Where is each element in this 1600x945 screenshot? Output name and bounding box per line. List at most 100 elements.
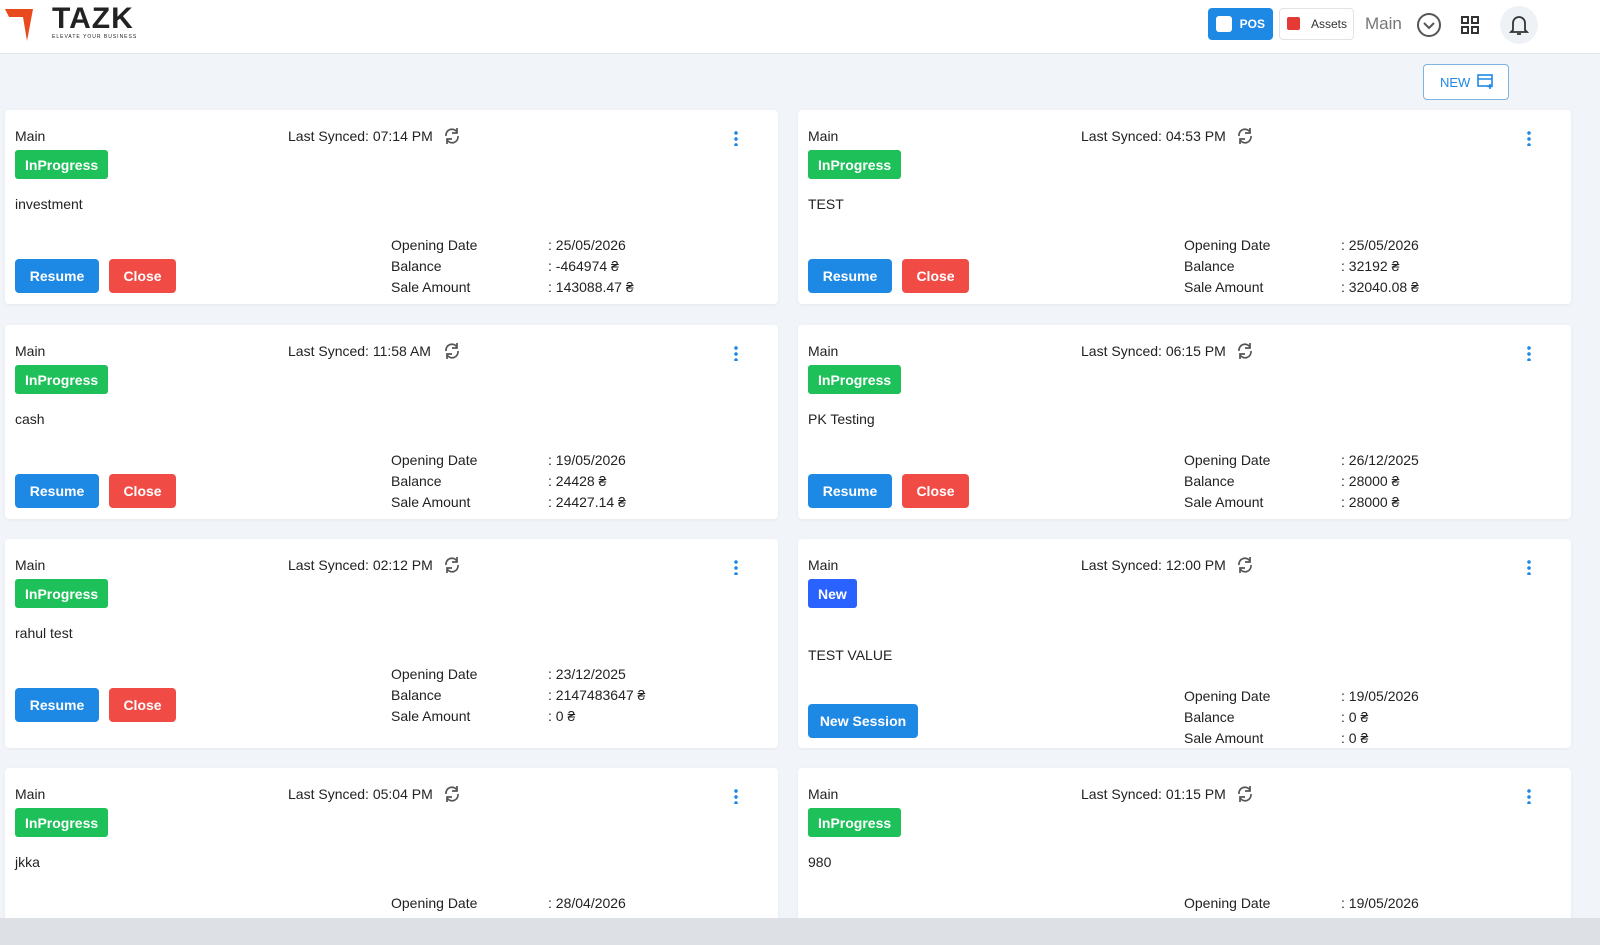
kebab-menu[interactable]: [1527, 788, 1531, 804]
last-synced: Last Synced: 04:53 PM: [1081, 128, 1226, 144]
session-name: investment: [15, 196, 83, 212]
assets-icon: [1287, 17, 1300, 30]
session-card: Main Last Synced: 12:00 PM New TEST VALUE Op…: [798, 539, 1571, 748]
last-synced: Last Synced: 01:15 PM: [1081, 786, 1226, 802]
branch: Main: [15, 786, 46, 802]
branch: Main: [808, 786, 839, 802]
session-name: cash: [15, 411, 45, 427]
last-synced: Last Synced: 11:58 AM: [288, 343, 431, 359]
field-label: Sale Amount: [391, 708, 471, 724]
sync-icon[interactable]: [1235, 555, 1255, 575]
status-badge: InProgress: [15, 150, 109, 179]
action-button[interactable]: Close: [902, 259, 969, 293]
logo-mark: [5, 9, 33, 41]
action-button[interactable]: New Session: [808, 704, 918, 738]
sync-icon[interactable]: [442, 341, 462, 361]
sync-icon[interactable]: [442, 555, 462, 575]
field-value: : 25/05/2026: [548, 237, 626, 253]
field-value: : 25/05/2026: [1341, 237, 1419, 253]
session-card: Main Last Synced: 07:14 PM InProgress inves…: [5, 110, 778, 304]
sync-icon[interactable]: [1235, 784, 1255, 804]
field-value: : 26/12/2025: [1341, 452, 1419, 468]
branch: Main: [15, 343, 46, 359]
branch-select[interactable]: Main: [1365, 14, 1402, 33]
dropdown-icon[interactable]: [1416, 12, 1442, 38]
field-label: Opening Date: [1184, 895, 1271, 911]
branch: Main: [808, 343, 839, 359]
branch: Main: [808, 128, 839, 144]
status-badge: InProgress: [808, 365, 902, 394]
status-badge: InProgress: [808, 150, 902, 179]
session-card: Main Last Synced: 02:12 PM InProgress rahul…: [5, 539, 778, 748]
last-synced: Last Synced: 05:04 PM: [288, 786, 433, 802]
kebab-menu[interactable]: [1527, 559, 1531, 575]
tagline: ELEVATE YOUR BUSINESS: [52, 34, 138, 40]
action-button[interactable]: Resume: [15, 259, 99, 293]
session-name: 980: [808, 854, 832, 870]
kebab-menu[interactable]: [734, 345, 738, 361]
field-value: : 0 ₴: [548, 708, 576, 724]
field-label: Sale Amount: [1184, 279, 1264, 295]
kebab-menu[interactable]: [1527, 130, 1531, 146]
session-card: Main Last Synced: 05:04 PM InProgress jkka O…: [5, 768, 778, 928]
field-label: Opening Date: [391, 666, 478, 682]
field-value: : 28000 ₴: [1341, 473, 1400, 489]
field-value: : 24427.14 ₴: [548, 494, 626, 510]
sync-icon[interactable]: [442, 126, 462, 146]
status-badge: InProgress: [808, 808, 902, 837]
kebab-menu[interactable]: [1527, 345, 1531, 361]
last-synced: Last Synced: 02:12 PM: [288, 557, 433, 573]
status-badge: New: [808, 579, 857, 608]
field-label: Opening Date: [391, 895, 478, 911]
status-badge: InProgress: [15, 579, 109, 608]
field-label: Balance: [391, 473, 442, 489]
field-label: Sale Amount: [1184, 730, 1264, 746]
kebab-menu[interactable]: [734, 130, 738, 146]
field-value: : 19/05/2026: [1341, 895, 1419, 911]
action-button[interactable]: Close: [109, 259, 176, 293]
field-label: Opening Date: [1184, 237, 1271, 253]
field-value: : 0 ₴: [1341, 730, 1369, 746]
new-icon: [1477, 74, 1493, 89]
session-name: TEST: [808, 196, 844, 212]
branch: Main: [15, 557, 46, 573]
branch: Main: [15, 128, 46, 144]
kebab-menu[interactable]: [734, 559, 738, 575]
sync-icon[interactable]: [1235, 126, 1255, 146]
action-button[interactable]: Resume: [808, 259, 892, 293]
session-name: jkka: [15, 854, 40, 870]
action-button[interactable]: Close: [109, 474, 176, 508]
session-card: Main Last Synced: 01:15 PM InProgress 980 Op…: [798, 768, 1571, 928]
field-label: Balance: [1184, 473, 1235, 489]
kebab-menu[interactable]: [734, 788, 738, 804]
field-label: Opening Date: [391, 452, 478, 468]
field-value: : 143088.47 ₴: [548, 279, 634, 295]
field-label: Balance: [391, 687, 442, 703]
bottom-strip: [0, 918, 1600, 945]
action-button[interactable]: Resume: [15, 688, 99, 722]
new-button[interactable]: NEW: [1423, 64, 1509, 100]
field-value: : 28000 ₴: [1341, 494, 1400, 510]
field-label: Opening Date: [1184, 452, 1271, 468]
field-value: : -464974 ₴: [548, 258, 619, 274]
action-button[interactable]: Close: [902, 474, 969, 508]
field-label: Balance: [1184, 709, 1235, 725]
session-card: Main Last Synced: 04:53 PM InProgress TEST O…: [798, 110, 1571, 304]
apps-icon[interactable]: [1460, 15, 1480, 35]
sync-icon[interactable]: [442, 784, 462, 804]
action-button[interactable]: Close: [109, 688, 176, 722]
field-label: Opening Date: [391, 237, 478, 253]
status-badge: InProgress: [15, 808, 109, 837]
field-value: : 0 ₴: [1341, 709, 1369, 725]
action-button[interactable]: Resume: [808, 474, 892, 508]
field-label: Opening Date: [1184, 688, 1271, 704]
bell-icon[interactable]: [1509, 14, 1529, 36]
session-card: Main Last Synced: 11:58 AM InProgress cash O…: [5, 325, 778, 519]
action-button[interactable]: Resume: [15, 474, 99, 508]
field-label: Sale Amount: [391, 494, 471, 510]
session-name: PK Testing: [808, 411, 875, 427]
last-synced: Last Synced: 07:14 PM: [288, 128, 433, 144]
sync-icon[interactable]: [1235, 341, 1255, 361]
pos-icon: [1216, 16, 1232, 32]
